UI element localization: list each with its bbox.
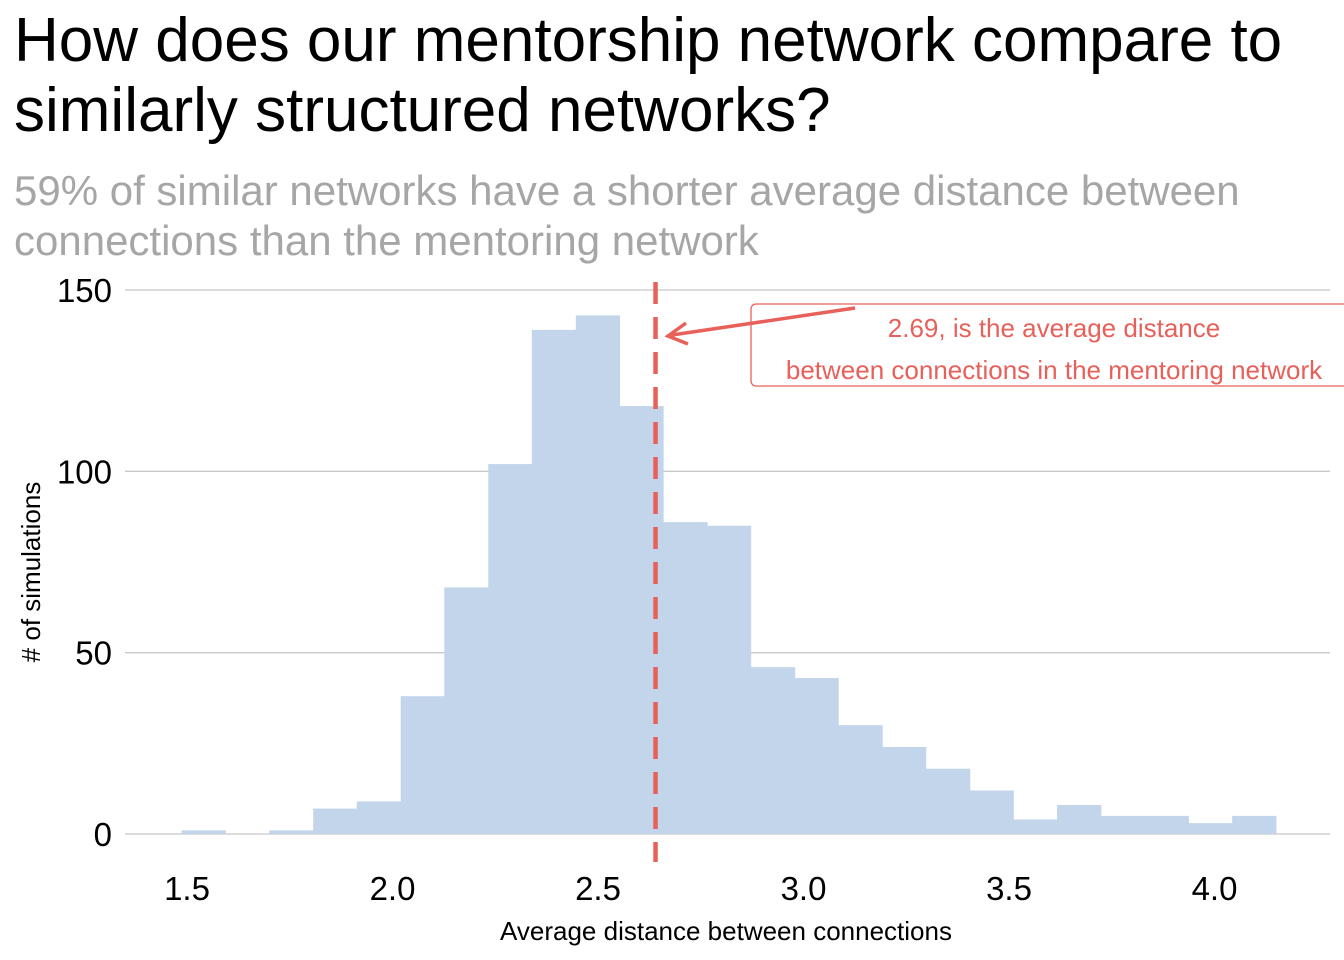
y-tick-label-2: 100 [57,453,112,490]
histogram-bar-13 [750,667,796,834]
histogram-bar-2 [269,830,314,834]
histogram-bar-12 [706,525,752,834]
histogram-bar-6 [444,587,489,834]
histogram-bar-5 [400,696,445,834]
annotation-box [750,303,1344,387]
y-axis-label: # of simulations [16,482,46,663]
histogram-bar-15 [838,725,883,834]
annotation-arrow-head [664,321,689,346]
chart-title: How does our mentorship network compare … [14,6,1283,145]
annotation-text-line-1: between connections in the mentoring net… [786,355,1323,385]
annotation-text-line-0: 2.69, is the average distance [888,313,1220,343]
histogram-bar-17 [925,768,971,834]
histogram-bar-16 [882,746,927,834]
histogram-bar-11 [663,522,708,834]
x-tick-label-0: 1.5 [164,870,210,907]
histogram-bar-20 [1057,804,1102,834]
y-tick-label-0: 0 [94,816,112,853]
y-tick-label-3: 150 [57,272,112,309]
histogram-bar-22 [1144,815,1189,834]
x-tick-label-5: 4.0 [1192,870,1238,907]
chart-subtitle: 59% of similar networks have a shorter a… [14,167,1240,264]
histogram-bar-14 [794,678,839,834]
x-axis-label: Average distance between connections [500,916,952,946]
histogram-bar-0 [181,830,226,834]
histogram-bar-8 [531,329,577,834]
histogram-bar-3 [313,808,358,834]
annotation-arrow-shaft [671,306,856,337]
histogram-bar-21 [1101,815,1146,834]
y-tick-label-1: 50 [75,635,112,672]
x-tick-label-3: 3.0 [781,870,827,907]
histogram-bar-4 [356,801,402,834]
histogram-bar-7 [488,464,533,834]
histogram-bar-9 [575,315,621,834]
histogram-bar-24 [1232,815,1277,834]
x-tick-label-4: 3.5 [986,870,1032,907]
histogram-bar-18 [969,790,1014,834]
histogram-bar-19 [1013,819,1058,834]
x-tick-label-2: 2.5 [575,870,621,907]
histogram-bar-23 [1188,823,1233,834]
x-tick-label-1: 2.0 [370,870,416,907]
